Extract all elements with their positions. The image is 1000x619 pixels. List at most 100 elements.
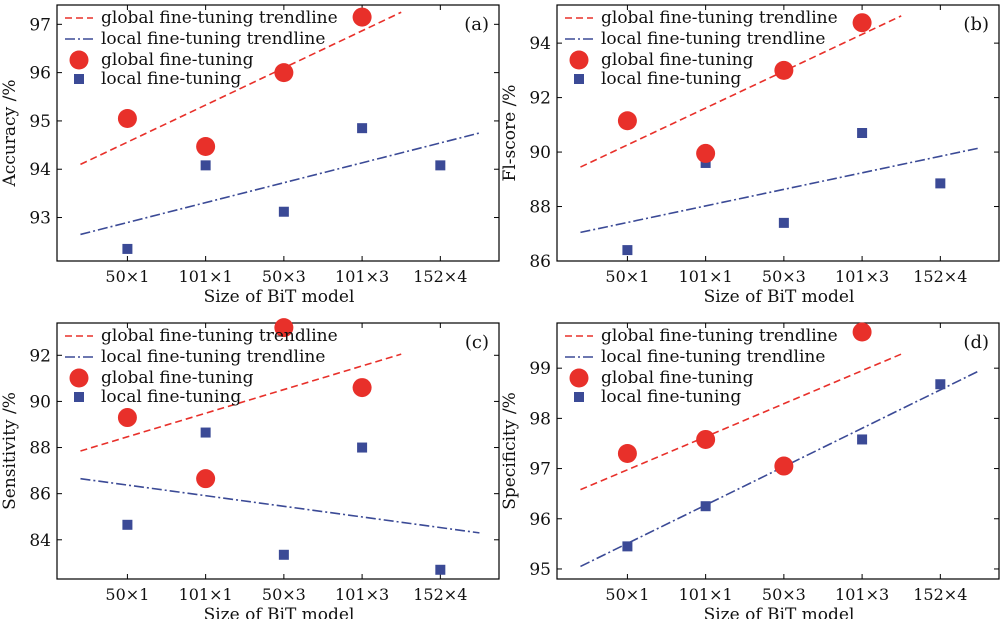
x-tick-label: 101×3 [335,267,389,286]
local-point [857,128,868,138]
legend-global-point-swatch [69,368,89,388]
y-tick-label: 97 [529,460,551,480]
x-axis-label: Size of BiT model [704,605,855,619]
local-point [700,157,711,168]
legend-local-points-label: local fine-tuning [101,387,241,407]
legend-local-points-label: local fine-tuning [101,69,241,89]
plot-frame [56,4,500,262]
global-point [117,408,137,428]
global-point [696,143,716,163]
y-axis-label: Accuracy /% [0,80,20,188]
legend-local-point-swatch [574,74,584,84]
y-tick-label: 96 [29,64,51,84]
legend-local-point-swatch [574,392,584,402]
panel-label: (b) [963,14,989,35]
y-tick-label: 88 [29,439,51,459]
legend-local-point-swatch [74,74,84,84]
legend-local-trend-label: local fine-tuning trendline [101,347,325,367]
global-point [696,429,716,449]
local-point [278,549,289,560]
x-tick-label: 50×1 [605,267,649,286]
global-point [274,318,294,338]
legend-global-point-swatch [69,50,89,70]
legend-global-points-label: global fine-tuning [101,50,254,70]
local-point [357,442,368,453]
legend-local-trend-label: local fine-tuning trendline [101,29,325,49]
local-point [200,160,211,171]
global-point [774,456,794,476]
legend-local-points-label: local fine-tuning [601,387,741,407]
global-point [617,444,637,464]
legend-global-trend-label: global fine-tuning trendline [101,8,338,28]
panel-label: (a) [464,14,489,35]
local-point [622,541,633,552]
chart-panel-c: 84 86 88 90 92 50×1 101×1 50×3 101×3 152×4 Size of… [0,318,500,619]
x-tick-label: 101×3 [835,267,889,286]
y-tick-label: 96 [529,510,551,530]
y-tick-label: 88 [529,198,551,218]
x-tick-label: 101×1 [179,267,233,286]
chart-panel-d: 95 96 97 98 99 50×1 101×1 50×3 101×3 152×4 Size of… [500,322,1000,619]
legend-global-point-swatch [569,368,589,388]
y-tick-label: 94 [29,160,51,180]
x-tick-label: 50×1 [105,585,149,604]
x-tick-label: 50×3 [262,585,306,604]
global-point [852,322,872,342]
global-point [352,378,372,398]
x-tick-label: 152×4 [413,585,467,604]
global-point [117,109,137,129]
global-point [274,63,294,83]
x-tick-label: 101×1 [679,585,733,604]
y-tick-label: 94 [529,34,551,54]
y-tick-label: 93 [29,209,51,229]
y-tick-label: 92 [529,89,551,109]
local-point [622,245,633,256]
local-point [778,217,789,228]
global-point [352,7,372,27]
y-tick-label: 95 [29,112,51,132]
legend-global-trend-label: global fine-tuning trendline [601,8,838,28]
x-tick-label: 50×3 [262,267,306,286]
legend-global-point-swatch [569,50,589,70]
legend-global-points-label: global fine-tuning [601,50,754,70]
legend-global-trend-label: global fine-tuning trendline [101,326,338,346]
panel-label: (c) [465,332,489,353]
global-point [196,137,216,157]
local-point [357,123,368,134]
legend-global-trend-label: global fine-tuning trendline [601,326,838,346]
plot-frame [556,4,1000,262]
x-tick-label: 50×1 [605,585,649,604]
global-trendline [580,353,902,491]
local-point [122,519,133,530]
x-tick-label: 101×1 [679,267,733,286]
x-axis-label: Size of BiT model [204,605,355,619]
y-tick-label: 86 [29,485,51,505]
panel-label: (d) [963,332,989,353]
y-axis-label: Fl-score /% [500,85,520,182]
plot-frame [556,322,1000,580]
legend-local-trend-label: local fine-tuning trendline [601,29,825,49]
x-axis-label: Size of BiT model [204,287,355,307]
y-tick-label: 95 [529,560,551,580]
local-trendline [580,147,980,234]
y-tick-label: 90 [529,143,551,163]
global-trendline [80,353,402,452]
y-tick-label: 86 [529,252,551,272]
y-tick-label: 99 [529,359,551,379]
x-tick-label: 152×4 [913,585,967,604]
y-axis-label: Sensitivity /% [0,392,20,510]
x-tick-label: 101×1 [179,585,233,604]
legend-local-trend-label: local fine-tuning trendline [601,347,825,367]
local-point [857,434,868,445]
legend-global-points-label: global fine-tuning [101,368,254,388]
global-trendline [580,15,902,168]
y-axis-label: Specificity /% [500,392,520,510]
local-trendline [80,132,480,236]
legend-global-points-label: global fine-tuning [601,368,754,388]
local-point [435,160,446,171]
y-tick-label: 92 [29,346,51,366]
x-tick-label: 50×3 [762,267,806,286]
local-point [200,427,211,438]
chart-panel-a: 93 94 95 96 97 50×1 101×1 50×3 101×3 152×4 Size of… [0,4,500,307]
y-tick-label: 97 [29,15,51,35]
